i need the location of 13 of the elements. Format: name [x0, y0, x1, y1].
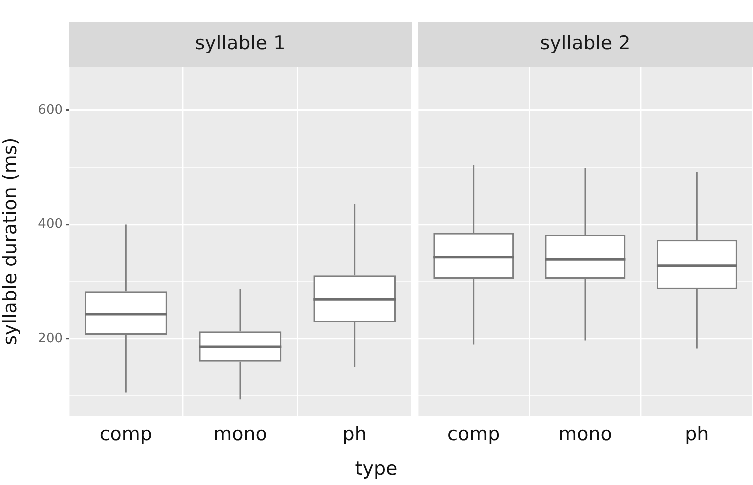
x-tick-label: comp — [100, 424, 152, 446]
x-tick-label: ph — [342, 424, 367, 446]
x-tick-label: ph — [685, 424, 710, 446]
y-axis-title: syllable duration (ms) — [0, 138, 22, 346]
y-tick-label: 600 — [38, 102, 63, 118]
x-tick-label: comp — [448, 424, 500, 446]
x-tick-label: mono — [214, 424, 268, 446]
y-tick-label: 200 — [38, 331, 63, 346]
chart-title: syllable 1 — [195, 32, 286, 54]
y-tick-label: 400 — [38, 217, 63, 232]
x-tick-label: mono — [558, 424, 612, 446]
chart-title: syllable 2 — [540, 32, 631, 54]
x-axis-title: type — [354, 458, 399, 480]
